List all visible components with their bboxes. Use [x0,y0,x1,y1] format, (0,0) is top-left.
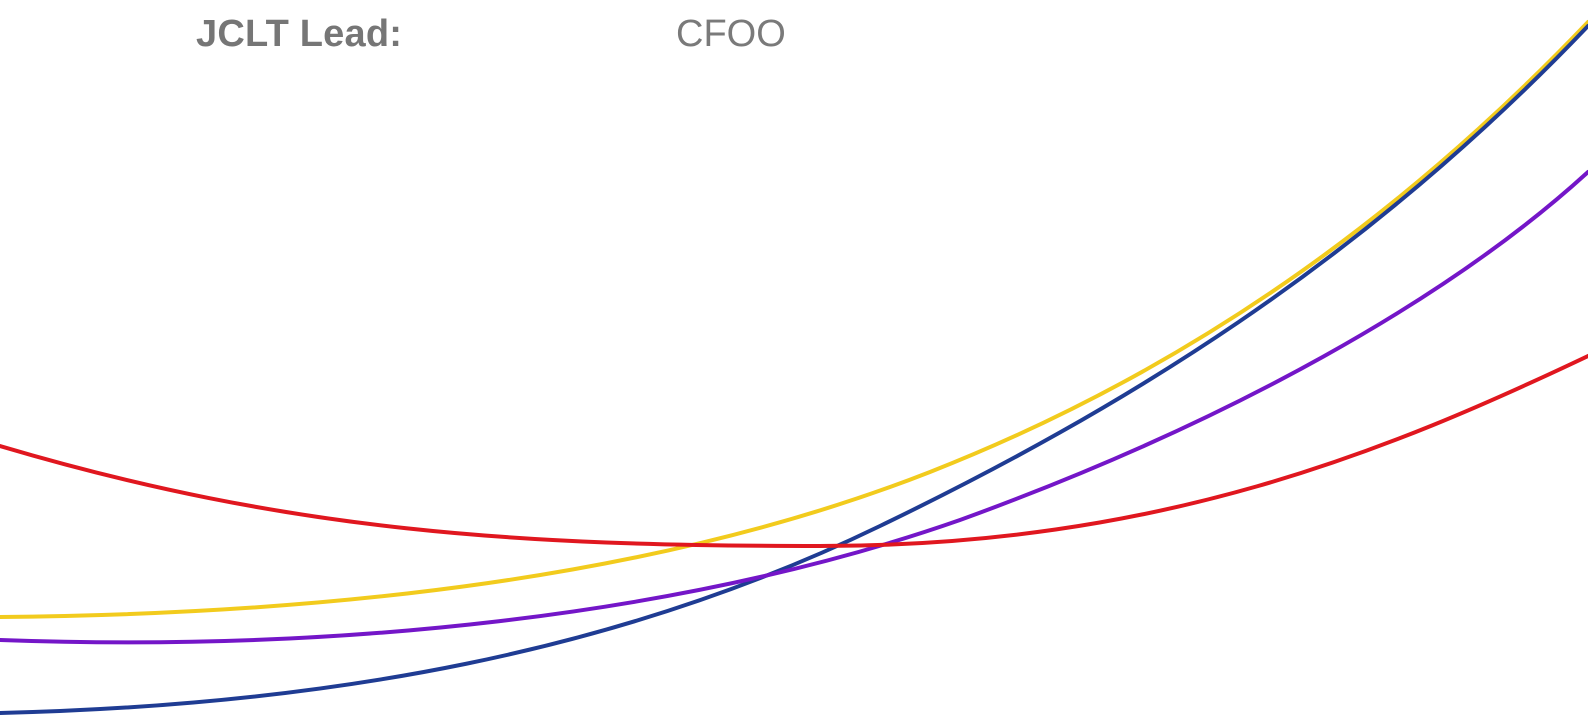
jclt-lead-label: JCLT Lead: [196,13,403,55]
purple-curve [0,170,1588,645]
blue-curve [0,24,1588,715]
yellow-curve [0,20,1588,619]
jclt-lead-value: CFOO [676,13,786,55]
header-row: JCLT Lead: CFOO [0,0,1588,70]
red-curve [0,354,1588,549]
